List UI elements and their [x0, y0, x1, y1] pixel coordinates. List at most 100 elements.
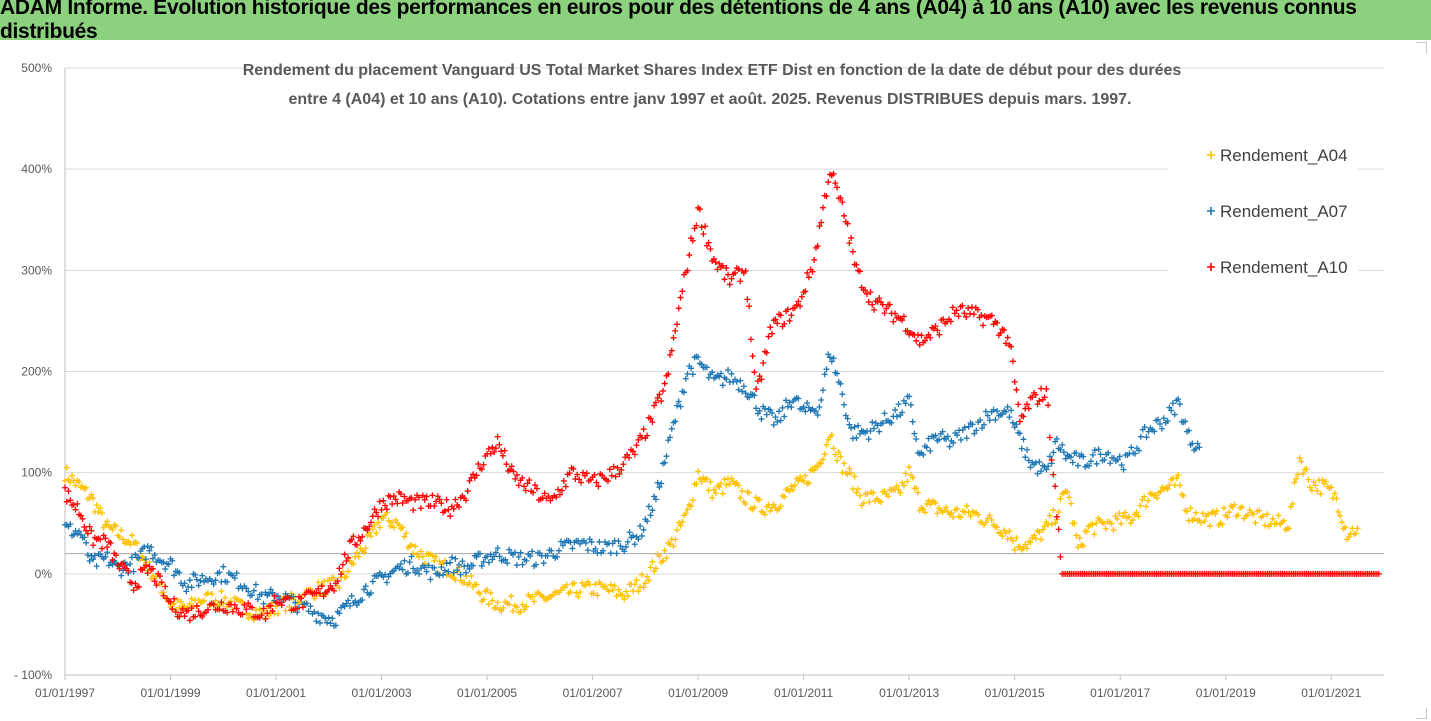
data-point — [629, 448, 636, 455]
data-point — [698, 361, 705, 368]
data-point — [707, 245, 714, 252]
data-point — [554, 553, 561, 560]
data-point — [753, 405, 760, 412]
data-point — [399, 566, 406, 573]
data-point — [656, 484, 663, 491]
data-point — [216, 569, 223, 576]
data-point — [494, 433, 501, 440]
data-point — [837, 453, 844, 460]
data-point — [798, 293, 805, 300]
chart-frame-corner — [1416, 42, 1427, 53]
data-point — [329, 615, 336, 622]
data-point — [1185, 427, 1192, 434]
data-point — [382, 571, 389, 578]
data-point — [645, 577, 652, 584]
data-point — [902, 470, 909, 477]
data-point — [487, 589, 494, 596]
y-tick-label: 200% — [21, 365, 52, 379]
data-point — [797, 303, 804, 310]
data-point — [1114, 456, 1121, 463]
data-point — [1080, 543, 1087, 550]
data-point — [612, 473, 619, 480]
data-point — [320, 593, 327, 600]
data-point — [839, 199, 846, 206]
data-point — [590, 590, 597, 597]
data-point — [408, 542, 415, 549]
data-point — [624, 593, 631, 600]
data-point — [389, 501, 396, 508]
data-point — [816, 223, 823, 230]
data-point — [567, 588, 574, 595]
data-point — [814, 243, 821, 250]
data-point — [582, 582, 589, 589]
data-point — [812, 408, 819, 415]
data-point — [62, 477, 68, 484]
data-point — [519, 475, 526, 482]
data-point — [939, 428, 946, 435]
data-point — [79, 515, 86, 522]
data-point — [383, 506, 390, 513]
data-point — [114, 561, 121, 568]
data-point — [1006, 528, 1013, 535]
data-point — [508, 593, 515, 600]
data-point — [944, 433, 951, 440]
data-point — [369, 578, 376, 585]
data-point — [162, 566, 169, 573]
data-point — [614, 464, 621, 471]
data-point — [178, 609, 185, 616]
data-point — [600, 547, 607, 554]
data-point — [473, 553, 480, 560]
data-point — [128, 532, 135, 539]
data-point — [1091, 447, 1098, 454]
data-point — [120, 567, 127, 574]
data-point — [315, 610, 322, 617]
legend-item-Rendement_A04: Rendement_A04 — [1207, 146, 1348, 165]
data-point — [171, 572, 178, 579]
data-point — [350, 560, 357, 567]
chart-title: Rendement du placement Vanguard US Total… — [243, 62, 1182, 108]
data-point — [911, 430, 918, 437]
data-point — [556, 491, 563, 498]
data-point — [540, 594, 547, 601]
data-point — [1312, 482, 1319, 489]
data-point — [412, 543, 419, 550]
data-point — [401, 533, 408, 540]
data-point — [725, 271, 732, 278]
data-point — [176, 613, 183, 620]
data-point — [224, 609, 231, 616]
data-point — [222, 594, 229, 601]
data-point — [684, 370, 691, 377]
data-point — [468, 572, 475, 579]
data-point — [1293, 475, 1300, 482]
data-point — [513, 471, 520, 478]
data-point — [403, 530, 410, 537]
data-point — [445, 506, 452, 513]
data-point — [1038, 536, 1045, 543]
data-point — [1141, 423, 1148, 430]
data-point — [480, 558, 487, 565]
data-point — [431, 502, 438, 509]
data-point — [1046, 434, 1053, 441]
data-point — [1020, 436, 1027, 443]
data-point — [532, 482, 539, 489]
data-point — [816, 404, 823, 410]
data-point — [1027, 464, 1034, 471]
data-point — [172, 609, 179, 616]
data-point — [70, 531, 77, 538]
data-point — [1036, 397, 1043, 404]
data-point — [95, 508, 102, 515]
data-point — [918, 332, 925, 339]
data-point — [149, 555, 156, 562]
data-point — [881, 310, 888, 317]
data-point — [870, 425, 877, 432]
data-point — [290, 593, 297, 600]
data-point — [716, 483, 723, 490]
data-point — [233, 570, 240, 577]
data-point — [574, 471, 581, 478]
data-point — [1089, 451, 1096, 458]
data-point — [853, 261, 860, 268]
data-point — [1173, 475, 1180, 482]
data-point — [570, 465, 577, 472]
data-point — [369, 526, 376, 533]
series-Rendement_A07 — [62, 351, 1203, 629]
